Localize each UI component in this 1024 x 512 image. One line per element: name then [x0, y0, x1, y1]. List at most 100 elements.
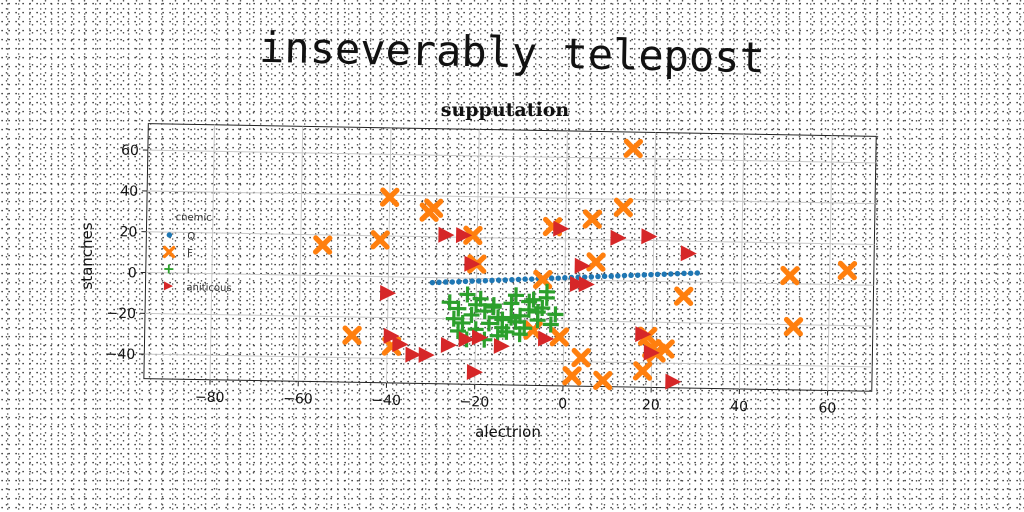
legend-item: aniticous: [163, 281, 232, 294]
scatter-point: [509, 276, 515, 283]
scatter-point: [423, 198, 444, 218]
x-tick-label: 60: [818, 400, 836, 416]
x-gridline: [827, 135, 833, 391]
tick-layer: −80 −60 −40 −20 0 20 40 60 −40 −20 0 20 40 60: [106, 143, 837, 417]
scatter-point: [370, 230, 390, 250]
x-tick-label: −80: [195, 389, 225, 406]
scatter-point: [464, 255, 481, 272]
scatter-point: [615, 273, 621, 279]
scatter-point: [379, 284, 397, 301]
legend-label: aniticous: [186, 282, 231, 294]
y-tick-label: 20: [119, 224, 137, 240]
scatter-point: [574, 257, 591, 274]
scatter-point: [538, 283, 555, 300]
scatter-point: [553, 220, 570, 237]
scatter-point: [613, 197, 634, 218]
scatter-point: [569, 276, 586, 293]
y-gridline: [144, 353, 873, 368]
scatter-point: [547, 306, 564, 323]
scatter-point: [555, 275, 561, 281]
scatter-point: [515, 276, 522, 283]
scatter-point: [471, 329, 488, 346]
scatter-point: [578, 276, 595, 293]
scatter-point: [665, 373, 682, 390]
scatter-point: [429, 279, 436, 286]
scatter-point: [383, 327, 400, 344]
scatter-point: [522, 276, 528, 282]
scatter-point: [648, 271, 654, 278]
scatter-point: [392, 336, 409, 353]
scatter-point: [495, 277, 502, 283]
scatter-point: [493, 337, 510, 354]
scatter-point: [623, 138, 644, 159]
scatter-point: [162, 245, 176, 259]
y-tick-label: −40: [106, 346, 136, 363]
series-aniticous: [379, 220, 697, 390]
legend-label: i: [187, 265, 190, 276]
scatter-point: [595, 273, 601, 280]
scatter-point: [458, 331, 475, 348]
x-gridline: [738, 134, 745, 389]
scatter-point: [673, 286, 694, 306]
x-gridline: [474, 129, 480, 385]
series-i: [441, 283, 564, 348]
series-Q: [429, 270, 701, 286]
scatter-point: [442, 279, 449, 285]
legend-label: Q: [187, 231, 195, 242]
scatter-point: [456, 278, 462, 285]
scatter-point: [482, 277, 489, 284]
scatter-point: [654, 271, 661, 278]
scatter-point: [783, 316, 804, 337]
scatter-point: [463, 225, 483, 246]
scatter-point: [503, 295, 520, 312]
scatter-point: [837, 260, 858, 281]
scatter-point: [468, 296, 485, 313]
scatter-point: [455, 227, 473, 244]
y-tick-label: 40: [120, 183, 138, 199]
scatter-point: [163, 281, 173, 291]
scatter-point: [440, 337, 457, 354]
legend-label: F: [187, 248, 193, 259]
scatter-point: [405, 346, 422, 363]
scatter-point: [632, 361, 653, 381]
y-gridline: [147, 149, 876, 164]
scatter-point: [441, 294, 458, 311]
scatter-point: [502, 277, 508, 283]
scatter-point: [601, 273, 608, 280]
scatter-point: [166, 232, 173, 238]
scatter-point: [466, 363, 483, 380]
y-axis-label: stanches: [78, 222, 96, 289]
scatter-point: [549, 327, 570, 347]
y-tick-label: 0: [128, 265, 137, 281]
scatter-point: [449, 279, 456, 285]
scatter-point: [608, 273, 614, 279]
scatter-point: [780, 265, 800, 286]
scatter-point: [668, 271, 674, 277]
scatter-point: [494, 319, 511, 336]
y-gridline: [147, 190, 876, 205]
scatter-point: [655, 339, 675, 359]
scatter-point: [342, 325, 362, 346]
scatter-point: [621, 272, 628, 279]
x-tick-label: −60: [283, 391, 313, 408]
x-tick-label: 20: [642, 397, 660, 413]
scatter-point: [481, 315, 498, 332]
scatter-point: [641, 228, 658, 245]
x-tick-label: −20: [460, 394, 490, 411]
scatter-point: [164, 264, 174, 274]
legend-item: i: [164, 264, 190, 276]
y-tick-label: −20: [106, 306, 136, 323]
x-gridline: [297, 126, 304, 382]
scatter-point: [542, 316, 559, 333]
legend-title: cnemic: [176, 212, 212, 224]
plot-group: −80 −60 −40 −20 0 20 40 60 −40 −20 0 20 40 60 cnemic Q…: [106, 123, 877, 417]
scatter-point: [694, 270, 701, 276]
series-F: [312, 138, 858, 391]
scatter-point: [312, 235, 333, 255]
scatter-point: [485, 299, 502, 316]
scatter-point: [641, 272, 648, 278]
legend-item: Q: [166, 231, 195, 242]
scatter-point: [571, 347, 591, 368]
